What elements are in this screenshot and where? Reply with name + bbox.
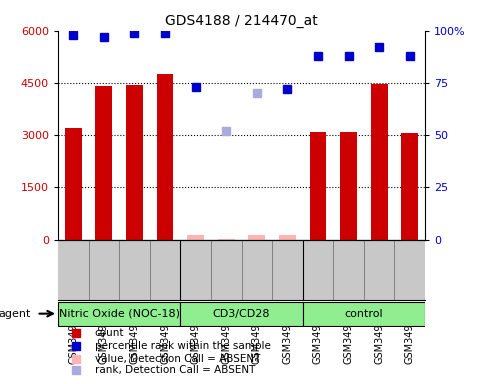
- Bar: [218, 238, 235, 240]
- Text: control: control: [344, 309, 383, 319]
- Text: value, Detection Call = ABSENT: value, Detection Call = ABSENT: [95, 354, 260, 364]
- Bar: [401, 133, 418, 240]
- Bar: [156, 74, 173, 240]
- Text: count: count: [95, 328, 124, 338]
- FancyBboxPatch shape: [303, 302, 425, 326]
- Text: Nitric Oxide (NOC-18): Nitric Oxide (NOC-18): [58, 309, 180, 319]
- FancyBboxPatch shape: [58, 302, 180, 326]
- Bar: [310, 132, 327, 240]
- Bar: [279, 235, 296, 240]
- FancyBboxPatch shape: [180, 302, 303, 326]
- Bar: [65, 128, 82, 240]
- Text: CD3/CD28: CD3/CD28: [213, 309, 270, 319]
- Bar: [371, 84, 387, 240]
- Text: agent: agent: [0, 309, 30, 319]
- Bar: [340, 132, 357, 240]
- Bar: [96, 86, 112, 240]
- Bar: [248, 235, 265, 240]
- Bar: [187, 235, 204, 240]
- Title: GDS4188 / 214470_at: GDS4188 / 214470_at: [165, 14, 318, 28]
- Text: rank, Detection Call = ABSENT: rank, Detection Call = ABSENT: [95, 366, 255, 376]
- Bar: [126, 85, 143, 240]
- Text: percentile rank within the sample: percentile rank within the sample: [95, 341, 270, 351]
